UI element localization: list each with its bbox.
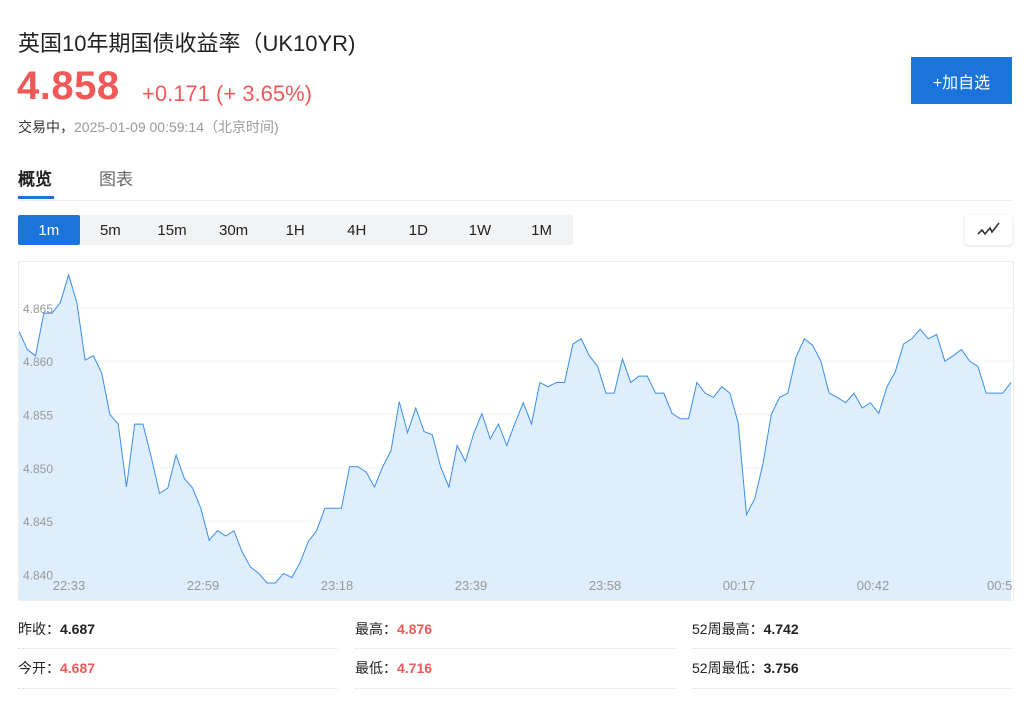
y-tick-label: 4.845 <box>23 515 53 529</box>
timeframe-4H[interactable]: 4H <box>347 221 367 239</box>
stat-divider <box>355 688 675 689</box>
stat-divider <box>355 648 675 649</box>
stat-value: 4.687 <box>60 660 96 676</box>
stat-label: 昨收： <box>18 621 60 637</box>
trading-status: 交易中，2025-01-09 00:59:14（北京时间) <box>18 117 279 137</box>
stat-value: 4.687 <box>60 621 96 637</box>
stat-divider <box>692 688 1012 689</box>
y-tick-label: 4.860 <box>23 355 53 369</box>
x-tick-label: 00:17 <box>723 578 756 593</box>
divider <box>18 200 1012 201</box>
stat-label: 今开： <box>18 660 60 676</box>
stat-divider <box>692 648 1012 649</box>
stat-value: 3.756 <box>763 660 799 676</box>
price-chart: 4.840 4.845 4.850 4.855 4.860 4.865 22:33 22:59… <box>18 261 1014 601</box>
line-chart-icon <box>976 222 1000 236</box>
x-tick-label: 23:18 <box>321 578 354 593</box>
x-tick-label: 00:5 <box>987 578 1012 593</box>
stat-value: 4.876 <box>397 621 433 637</box>
chart-svg: 4.840 4.845 4.850 4.855 4.860 4.865 22:33 22:59… <box>18 273 1013 600</box>
y-tick-label: 4.855 <box>23 408 53 422</box>
stat-item: 最高：4.876 <box>355 619 432 639</box>
add-to-watchlist-button[interactable]: +加自选 <box>911 57 1012 104</box>
x-tick-label: 23:39 <box>455 578 488 593</box>
timestamp: 2025-01-09 00:59:14（北京时间) <box>74 119 279 135</box>
stat-item: 52周最高：4.742 <box>692 619 799 639</box>
timeframe-1D[interactable]: 1D <box>408 221 428 239</box>
stat-value: 4.742 <box>763 621 799 637</box>
timeframe-1H[interactable]: 1H <box>285 221 305 239</box>
timeframe-5m[interactable]: 5m <box>99 221 121 239</box>
y-tick-label: 4.850 <box>23 462 53 476</box>
timeframe-15m[interactable]: 15m <box>157 221 187 239</box>
stat-item: 52周最低：3.756 <box>692 658 799 678</box>
stat-item: 今开：4.687 <box>18 658 95 678</box>
price-line <box>18 273 1012 584</box>
stat-label: 52周最高： <box>692 621 764 637</box>
y-tick-label: 4.840 <box>23 568 53 582</box>
stat-label: 最低： <box>355 660 397 676</box>
status-label: 交易中， <box>18 119 74 135</box>
stat-item: 昨收：4.687 <box>18 619 95 639</box>
x-tick-label: 22:59 <box>187 578 220 593</box>
area-fill <box>19 274 1011 600</box>
stat-label: 52周最低： <box>692 660 764 676</box>
x-tick-label: 22:33 <box>53 578 86 593</box>
timeframe-1W[interactable]: 1W <box>468 221 492 239</box>
price-change: +0.171 (+ 3.65%) <box>142 81 313 106</box>
y-tick-label: 4.865 <box>23 302 53 316</box>
timeframe-1M[interactable]: 1M <box>531 221 552 239</box>
stat-value: 4.716 <box>397 660 433 676</box>
timeframe-selector: 1m 5m 15m 30m 1H 4H 1D 1W 1M <box>18 215 573 245</box>
current-price: 4.858 <box>17 64 120 108</box>
page-title: 英国10年期国债收益率（UK10YR) <box>18 31 356 56</box>
stat-divider <box>18 688 338 689</box>
timeframe-1m[interactable]: 1m <box>18 215 80 245</box>
timeframe-30m[interactable]: 30m <box>218 221 249 239</box>
tab-chart[interactable]: 图表 <box>99 170 133 189</box>
x-tick-label: 23:58 <box>589 578 622 593</box>
x-tick-label: 00:42 <box>857 578 890 593</box>
active-tab-indicator <box>18 196 54 199</box>
tab-overview[interactable]: 概览 <box>18 170 52 189</box>
stat-item: 最低：4.716 <box>355 658 432 678</box>
stat-label: 最高： <box>355 621 397 637</box>
chart-type-button[interactable] <box>965 215 1012 245</box>
stat-divider <box>18 648 338 649</box>
